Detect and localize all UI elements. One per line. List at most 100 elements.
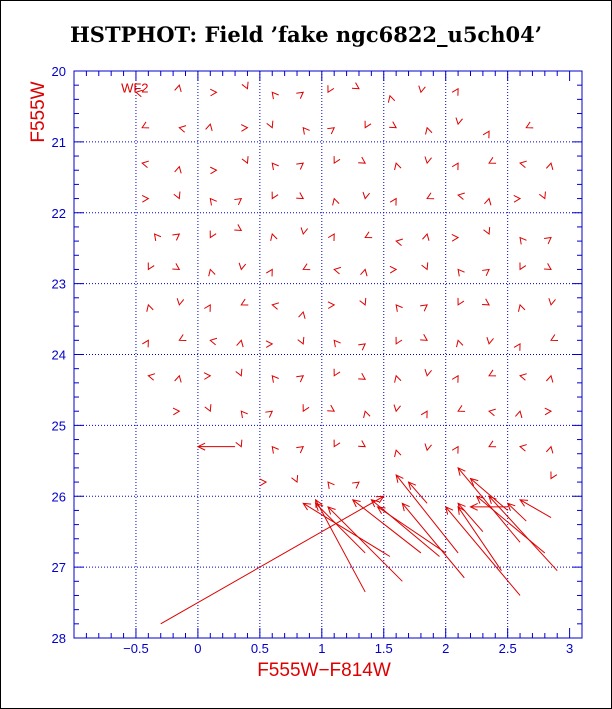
offset-vector-head (506, 502, 516, 512)
offset-vector-head (457, 502, 466, 512)
field-marker (141, 121, 150, 129)
field-marker (176, 298, 185, 306)
field-marker (172, 263, 181, 271)
x-tick-label: 2 (442, 641, 449, 656)
field-marker (418, 85, 426, 94)
x-tick-label: −0.5 (123, 641, 149, 656)
field-marker (364, 120, 372, 129)
field-marker (519, 236, 527, 245)
offset-vector-head (407, 481, 417, 490)
y-tick-label: 24 (52, 348, 66, 363)
field-marker (332, 197, 340, 206)
y-tick-label: 23 (52, 277, 66, 292)
field-marker (482, 268, 490, 277)
field-marker (271, 162, 279, 171)
field-marker (394, 449, 402, 458)
field-marker (389, 197, 397, 206)
field-marker (488, 157, 497, 164)
field-marker (147, 262, 155, 271)
field-marker (513, 342, 521, 351)
y-axis-label: F555W (28, 81, 49, 142)
offset-vector (315, 502, 366, 554)
field-marker (235, 368, 243, 377)
field-marker (205, 123, 213, 132)
field-marker (234, 197, 243, 206)
chip-annotation: WF2 (121, 80, 148, 95)
field-marker (333, 156, 341, 165)
field-marker (178, 334, 187, 341)
y-tick-label: 25 (52, 418, 66, 433)
field-marker (327, 85, 335, 94)
field-marker (209, 230, 217, 239)
field-marker (517, 303, 526, 312)
field-marker (241, 156, 249, 165)
offset-vector-head (469, 502, 478, 511)
field-marker (271, 191, 279, 200)
field-marker (209, 166, 218, 175)
field-marker (362, 191, 370, 200)
field-marker (236, 339, 244, 348)
offset-vector (160, 495, 385, 625)
field-marker (327, 481, 335, 490)
field-marker (204, 404, 212, 413)
field-marker (519, 444, 527, 452)
offset-vector-head (457, 505, 466, 515)
field-marker (363, 410, 371, 419)
field-marker (241, 81, 249, 90)
field-marker (300, 227, 309, 236)
x-tick-label: 1.5 (375, 641, 393, 656)
y-tick-label: 20 (52, 64, 66, 79)
field-marker (364, 231, 373, 239)
offset-vector-head (469, 477, 479, 487)
field-marker (389, 265, 398, 274)
field-marker (545, 445, 554, 454)
field-marker (266, 120, 274, 129)
field-marker (451, 162, 459, 171)
offset-vector (352, 499, 422, 554)
field-marker (451, 445, 459, 454)
field-marker (482, 298, 490, 306)
offset-vector-head (351, 499, 361, 508)
field-marker (298, 310, 306, 319)
field-marker (451, 374, 459, 383)
y-tick-label: 26 (52, 489, 66, 504)
field-marker (422, 232, 430, 241)
field-marker (174, 165, 182, 174)
field-marker (302, 263, 311, 271)
field-marker (456, 339, 464, 348)
field-marker (395, 238, 403, 246)
field-marker (425, 126, 433, 135)
field-marker (482, 130, 490, 139)
offset-vector (488, 495, 558, 572)
field-marker (327, 233, 335, 242)
field-marker (296, 162, 305, 170)
field-marker (142, 339, 149, 348)
field-marker (513, 195, 522, 203)
field-marker (134, 89, 143, 98)
offset-vector (371, 499, 440, 557)
offset-vector (401, 503, 465, 579)
field-marker (333, 439, 341, 448)
offset-vector (377, 506, 446, 554)
field-marker (271, 302, 280, 310)
field-marker (333, 266, 342, 275)
field-marker (358, 343, 367, 351)
field-marker (209, 337, 218, 346)
field-marker (265, 340, 274, 348)
field-marker (387, 94, 396, 103)
field-marker (209, 88, 218, 97)
field-marker (421, 262, 429, 271)
field-marker (395, 304, 403, 312)
field-marker (173, 191, 181, 200)
field-marker (265, 268, 273, 277)
field-marker (203, 372, 212, 380)
field-marker (394, 162, 402, 171)
field-marker (488, 369, 497, 377)
field-marker (296, 91, 305, 99)
field-marker (420, 333, 429, 341)
field-marker (548, 298, 556, 306)
offset-vector-left-head (196, 442, 206, 451)
field-marker (240, 410, 248, 419)
offset-vector-head (376, 506, 386, 515)
field-marker (174, 374, 182, 383)
